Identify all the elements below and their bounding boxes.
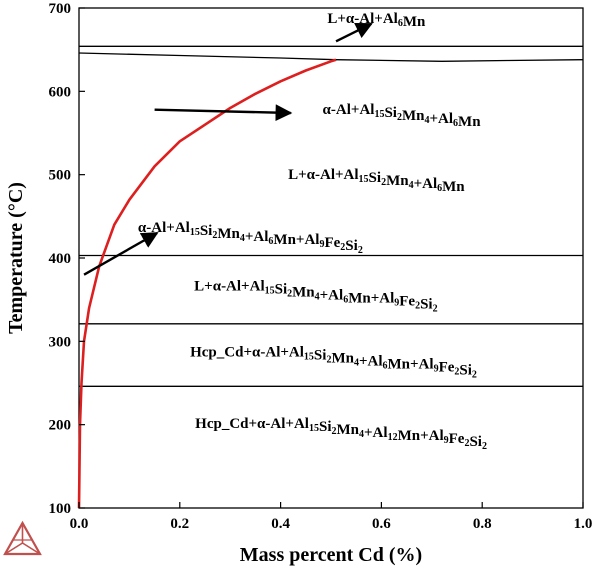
y-tick-label: 600 [49, 84, 72, 100]
y-tick-label: 200 [49, 418, 72, 434]
region-label-1: L+α-Al+Al6Mn [327, 11, 426, 30]
x-tick-label: 0.0 [70, 516, 89, 532]
y-tick-label: 400 [49, 251, 72, 267]
annotation-arrow-2 [154, 104, 293, 122]
y-axis-ticks: 100 200 300 400 500 600 700 [49, 1, 85, 517]
x-tick-label: 1.0 [574, 516, 593, 532]
x-tick-label: 0.4 [271, 516, 290, 532]
y-tick-label: 300 [49, 334, 72, 350]
annotation-arrow-1 [335, 22, 373, 43]
region-label-6: Hcp_Cd+α-Al+Al15Si2Mn4+Al6Mn+Al9Fe2Si2 [190, 344, 477, 380]
software-logo-icon [3, 520, 42, 556]
region-label-7: Hcp_Cd+α-Al+Al15Si2Mn4+Al12Mn+Al9Fe2Si2 [195, 416, 487, 452]
solubility-curve-group [77, 58, 337, 509]
region-label-5: L+α-Al+Al15Si2Mn4+Al6Mn+Al9Fe2Si2 [194, 279, 437, 315]
series-line-1 [77, 58, 337, 509]
y-tick-label: 500 [49, 168, 72, 184]
x-tick-label: 0.8 [473, 516, 492, 532]
annotation-arrow-3 [83, 231, 159, 276]
annotation-arrows [83, 22, 373, 276]
region-label-3: L+α-Al+Al15Si2Mn4+Al6Mn [288, 167, 465, 195]
region-label-4: α-Al+Al15Si2Mn4+Al6Mn+Al9Fe2Si2 [138, 220, 363, 256]
y-tick-label: 100 [49, 501, 72, 517]
x-axis-title: Mass percent Cd (%) [240, 544, 422, 566]
phase-boundaries [78, 45, 584, 387]
x-axis-ticks: 0.0 0.2 0.4 0.6 0.8 1.0 [70, 502, 593, 532]
x-tick-label: 0.6 [372, 516, 391, 532]
region-labels: L+α-Al+Al6Mn α-Al+Al15Si2Mn4+Al6Mn L+α-Al+… [138, 11, 487, 452]
region-label-2: α-Al+Al15Si2Mn4+Al6Mn [323, 102, 482, 130]
x-tick-label: 0.2 [170, 516, 189, 532]
y-tick-label: 700 [49, 1, 72, 17]
y-axis-title: Temperature (°C) [5, 182, 27, 334]
